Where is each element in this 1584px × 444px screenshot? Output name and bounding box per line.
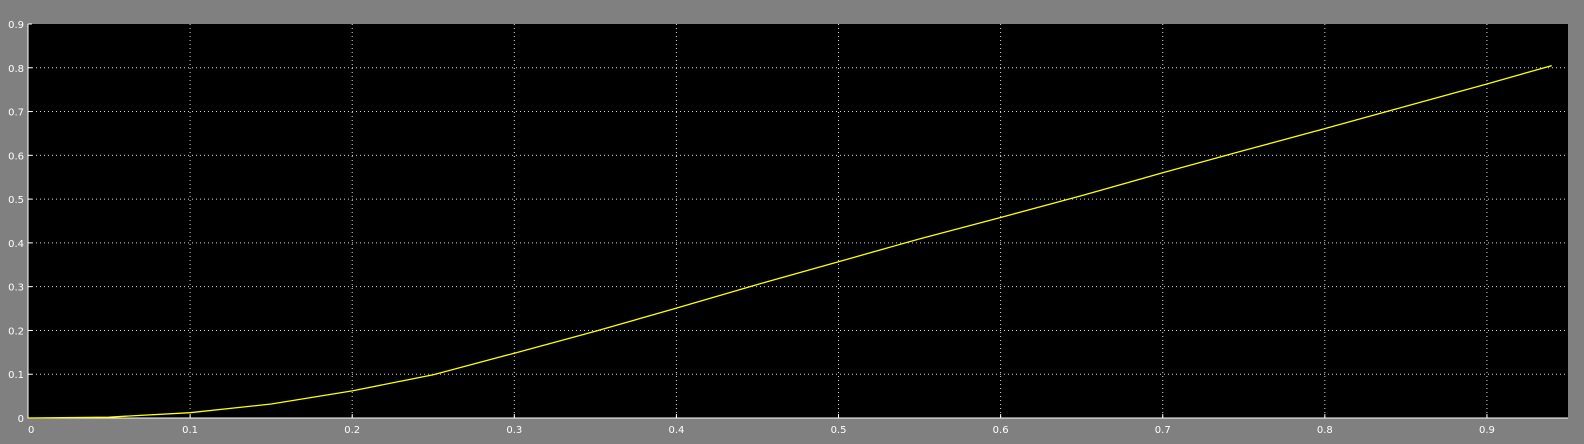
y-tick-label: 0.6 (8, 151, 24, 162)
x-tick-label: 0.8 (1317, 425, 1333, 436)
y-tick-label: 0.2 (8, 326, 24, 337)
y-tick-label: 0 (18, 414, 24, 425)
x-tick-label: 0 (28, 425, 34, 436)
y-tick-labels: 0 0.1 0.2 0.3 0.4 0.5 0.6 0.7 0.8 0.9 (8, 20, 24, 425)
x-tick-label: 0.9 (1479, 425, 1495, 436)
x-tick-label: 0.5 (831, 425, 847, 436)
series-layer (27, 64, 1552, 419)
y-tick-label: 0.7 (8, 108, 24, 119)
x-tick-label: 0.1 (182, 425, 198, 436)
x-tick-label: 0.3 (506, 425, 522, 436)
y-tick-label: 0.9 (8, 20, 24, 31)
x-tick-label: 0.2 (344, 425, 360, 436)
x-tick-label: 0.4 (668, 425, 684, 436)
y-tick-label: 0.5 (8, 195, 24, 206)
x-tick-labels: 0 0.1 0.2 0.3 0.4 0.5 0.6 0.7 0.8 0.9 (28, 425, 1495, 436)
x-tick-label: 0.7 (1155, 425, 1171, 436)
y-tick-label: 0.8 (8, 64, 24, 75)
plot-area (28, 24, 1568, 418)
series-line (27, 64, 1552, 419)
grid-lines (28, 24, 1568, 418)
y-tick-label: 0.1 (8, 370, 24, 381)
y-tick-label: 0.3 (8, 283, 24, 294)
x-tick-label: 0.6 (993, 425, 1009, 436)
y-tick-label: 0.4 (8, 239, 24, 250)
